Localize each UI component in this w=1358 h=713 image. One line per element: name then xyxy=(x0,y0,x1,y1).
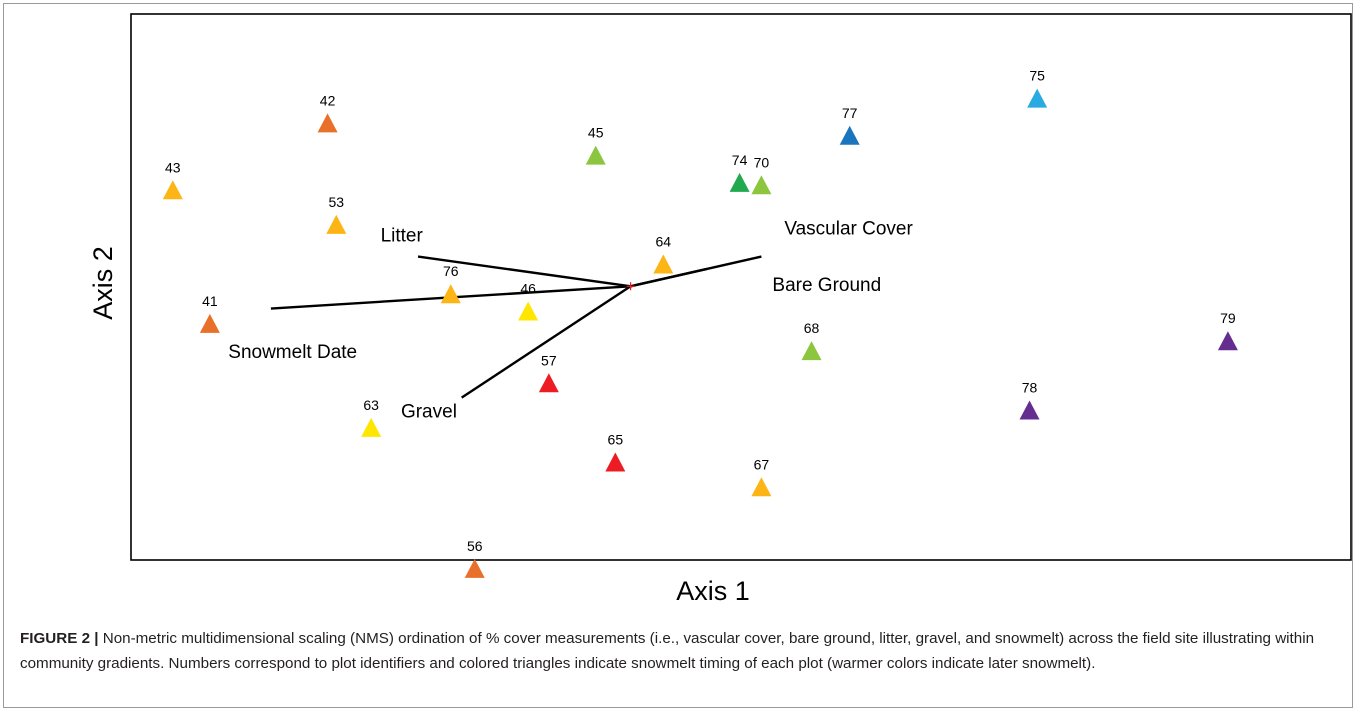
plot-point-label-76: 76 xyxy=(443,263,459,279)
plot-point-75 xyxy=(1027,88,1048,108)
plot-point-label-77: 77 xyxy=(842,105,858,121)
plot-point-64 xyxy=(653,254,674,274)
plot-point-label-63: 63 xyxy=(363,397,379,413)
plot-point-label-74: 74 xyxy=(732,152,748,168)
caption-label: FIGURE 2 | xyxy=(20,630,99,647)
centroid-marker xyxy=(626,282,635,291)
figure-frame xyxy=(3,3,1353,708)
plot-point-label-56: 56 xyxy=(467,538,483,554)
vector-label-snowmelt-date: Snowmelt Date xyxy=(228,342,357,363)
plot-point-74 xyxy=(729,172,750,192)
vector-label-vascular-cover: Vascular Cover xyxy=(784,218,913,239)
plot-point-63 xyxy=(361,417,382,437)
plot-point-42 xyxy=(317,113,338,133)
x-axis-label: Axis 1 xyxy=(676,576,750,606)
ordination-plot: Vascular Cover Bare Ground Litter Snowmelt … xyxy=(88,13,1352,606)
plot-point-label-70: 70 xyxy=(754,154,770,170)
plot-point-label-41: 41 xyxy=(202,293,218,309)
vector-label-gravel: Gravel xyxy=(401,401,457,422)
plot-point-label-57: 57 xyxy=(541,352,557,368)
plot-point-79 xyxy=(1217,331,1238,351)
plot-point-67 xyxy=(751,477,772,497)
plot-point-label-68: 68 xyxy=(804,320,820,336)
plot-area xyxy=(130,13,1352,561)
vector-bare-ground xyxy=(630,267,708,288)
plot-point-label-75: 75 xyxy=(1029,68,1045,84)
plot-point-77 xyxy=(839,125,860,145)
plot-point-53 xyxy=(326,214,347,234)
vector-litter xyxy=(417,255,631,288)
plot-point-label-67: 67 xyxy=(754,456,770,472)
plot-point-label-65: 65 xyxy=(608,432,624,448)
y-axis-label: Axis 2 xyxy=(88,246,118,320)
plot-point-68 xyxy=(801,341,822,361)
plot-point-65 xyxy=(605,452,626,472)
plot-point-label-64: 64 xyxy=(656,234,672,250)
plot-point-label-53: 53 xyxy=(329,194,345,210)
vector-gravel xyxy=(460,285,632,399)
vector-label-litter: Litter xyxy=(381,226,424,247)
plot-point-57 xyxy=(538,373,559,393)
plot-point-46 xyxy=(518,301,539,321)
plot-point-76 xyxy=(440,284,461,304)
plot-point-label-46: 46 xyxy=(520,281,536,297)
plot-point-label-45: 45 xyxy=(588,125,604,141)
vector-label-bare-ground: Bare Ground xyxy=(772,275,881,296)
plot-point-78 xyxy=(1019,400,1040,420)
figure-caption: FIGURE 2 | Non-metric multidimensional s… xyxy=(20,626,1340,676)
plot-point-43 xyxy=(162,180,183,200)
plot-point-label-42: 42 xyxy=(320,92,336,108)
points-layer: 43 42 53 41 76 46 45 64 74 70 77 75 68 57 63 65 67 56 79 78 xyxy=(162,68,1238,578)
plot-point-70 xyxy=(751,175,772,195)
plot-point-label-43: 43 xyxy=(165,159,181,175)
caption-text: Non-metric multidimensional scaling (NMS… xyxy=(20,630,1315,672)
plot-point-41 xyxy=(199,313,220,333)
plot-point-label-78: 78 xyxy=(1022,380,1038,396)
plot-point-label-79: 79 xyxy=(1220,310,1236,326)
plot-point-56 xyxy=(464,558,485,578)
plot-point-45 xyxy=(585,145,606,165)
